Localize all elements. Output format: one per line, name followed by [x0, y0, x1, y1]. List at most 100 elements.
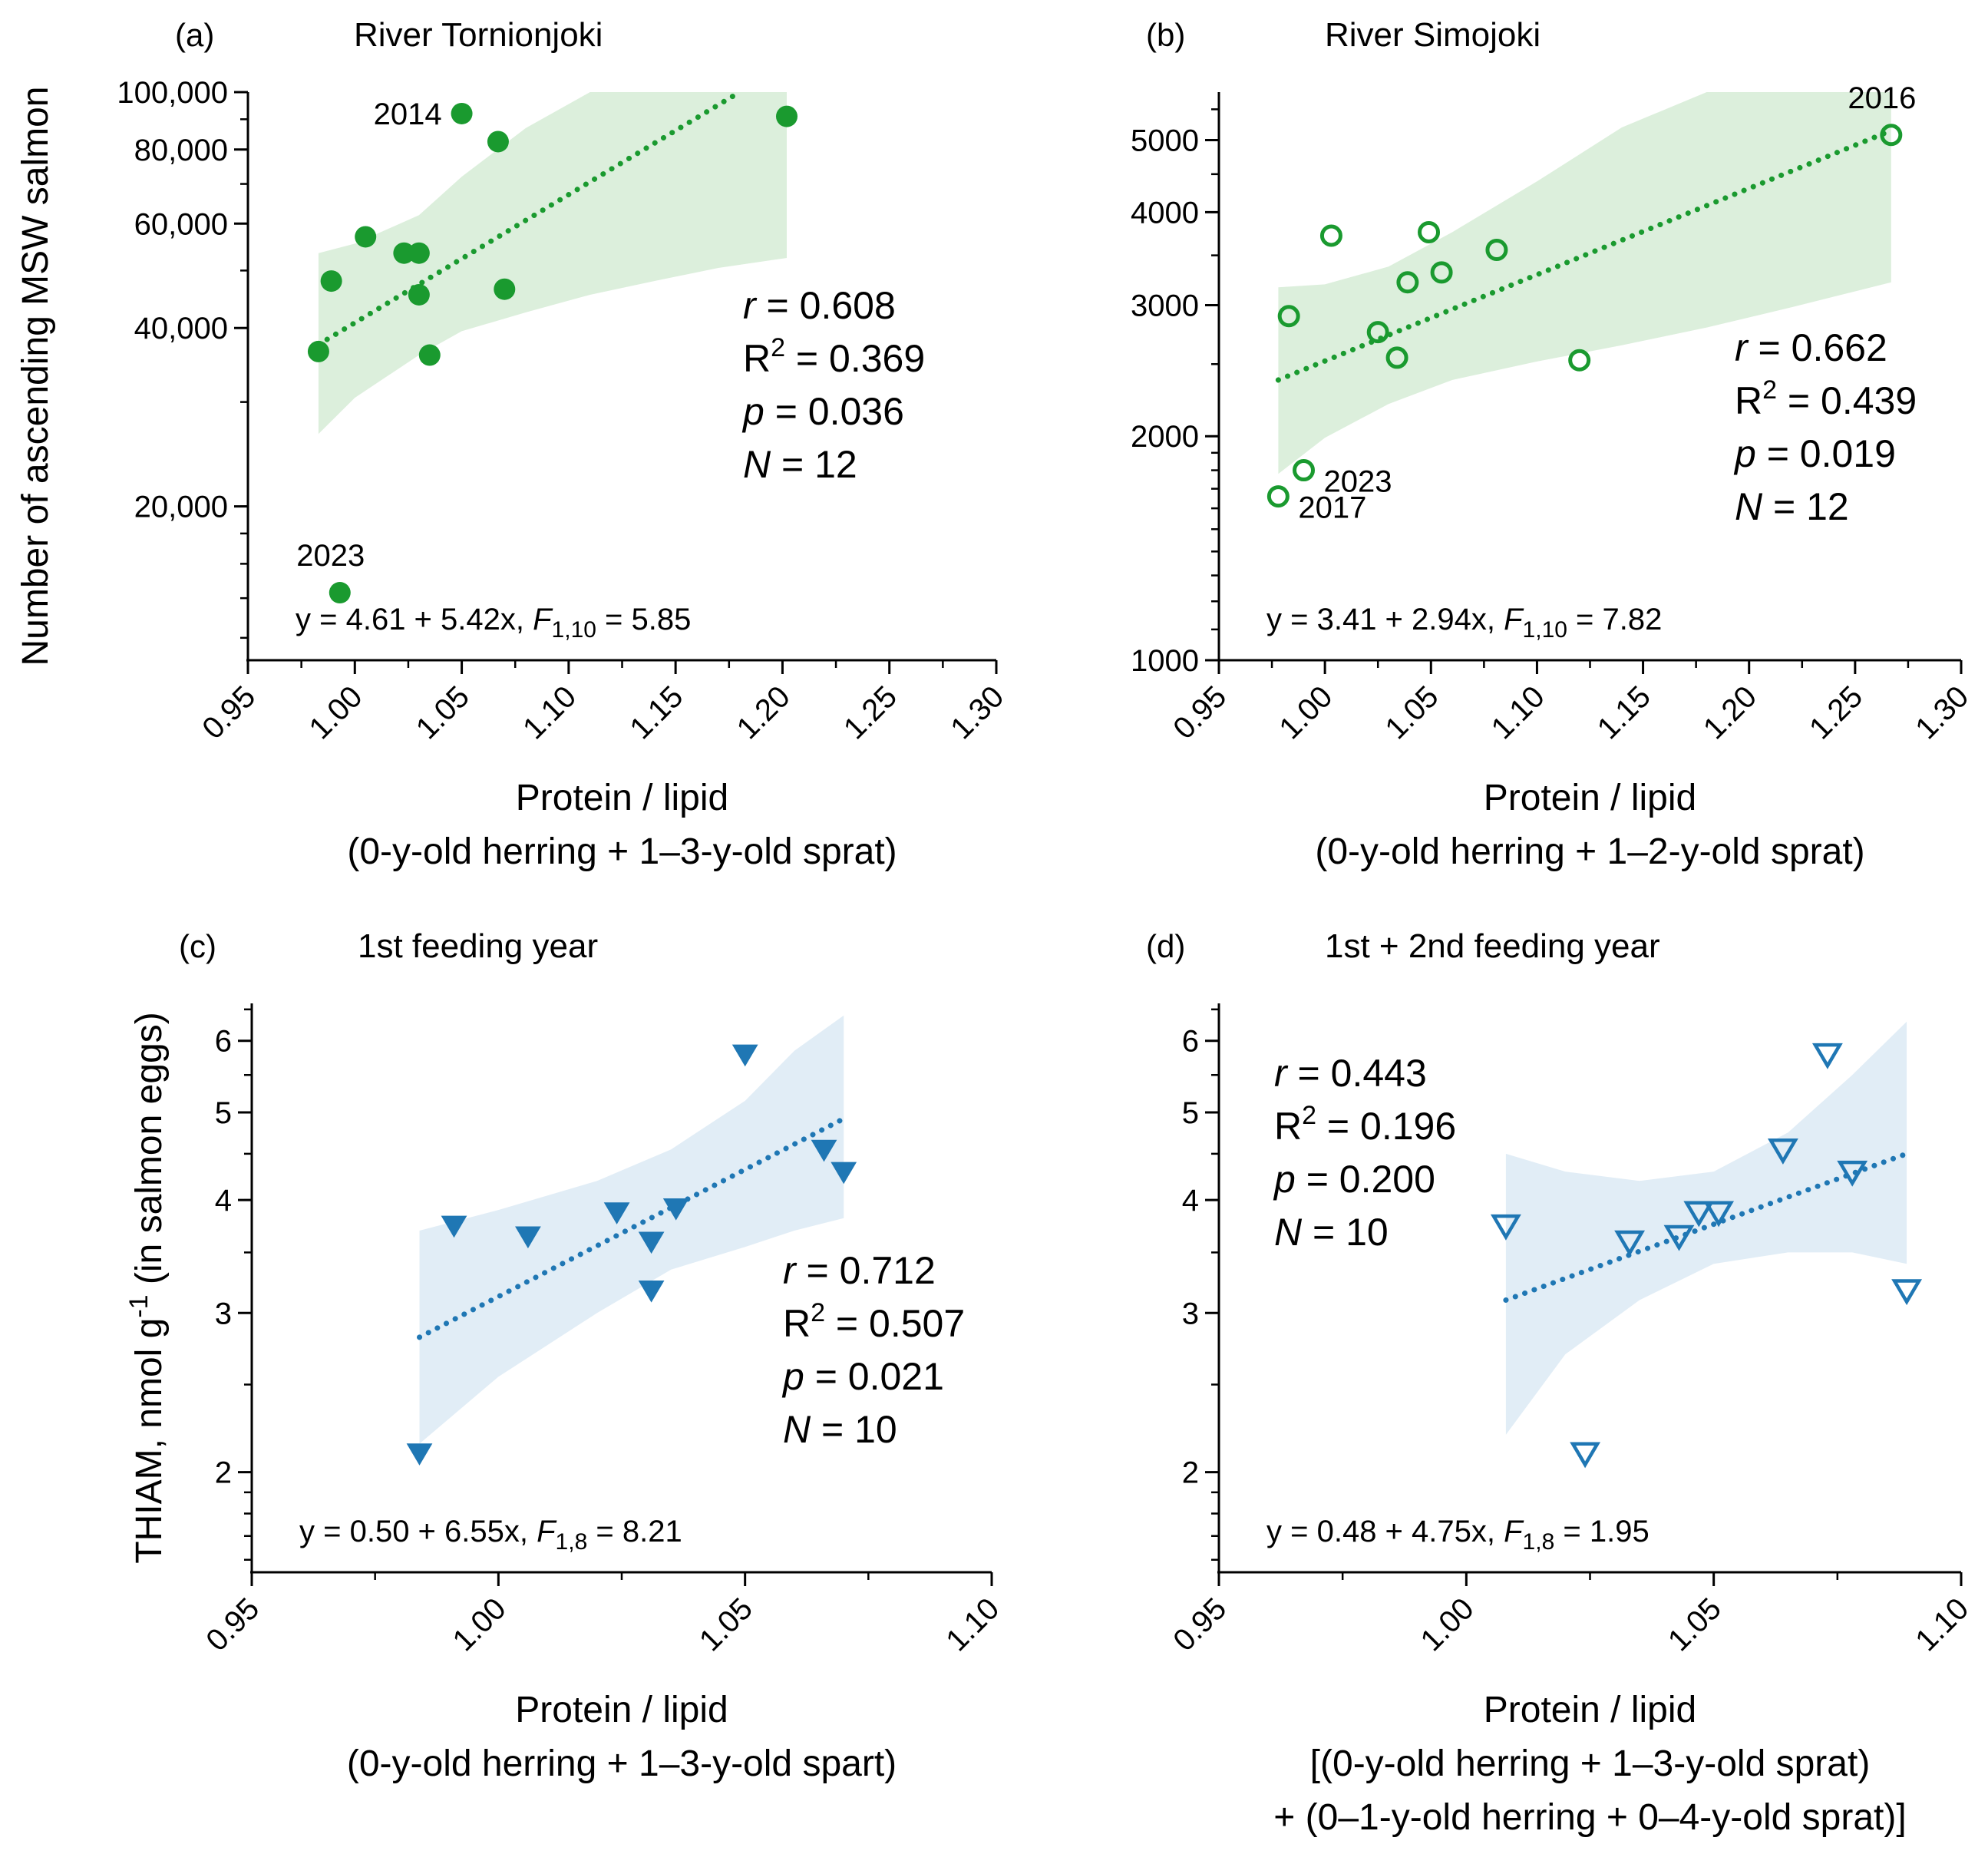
regression-equation: y = 0.48 + 4.75x, F1,8 = 1.95	[1266, 1515, 1650, 1555]
panel-b: 1000 2000 3000 4000 5000 0.95 1.00 1.05 1.10 1.15…	[1131, 16, 1975, 872]
data-point	[1837, 1160, 1868, 1187]
data-point	[638, 1231, 665, 1254]
y-tick-label: 5	[1182, 1096, 1199, 1130]
y-tick-label: 60,000	[134, 207, 228, 241]
data-point	[393, 242, 415, 264]
x-tick-label: 1.25	[1803, 679, 1869, 745]
stat-p-value: p = 0.200	[1273, 1158, 1435, 1201]
data-point	[451, 102, 473, 124]
stat-p-value: p = 0.036	[741, 390, 904, 433]
x-tick-label: 1.00	[302, 679, 368, 745]
stat-r: r = 0.662	[1735, 326, 1887, 369]
stat-r-squared: R2 = 0.507	[783, 1298, 965, 1345]
data-point	[406, 1443, 433, 1466]
x-axis-title: Protein / lipid	[515, 1690, 728, 1730]
data-point	[307, 340, 329, 362]
y-tick-label: 3000	[1131, 289, 1199, 323]
x-tick-label: 1.15	[623, 679, 689, 745]
panel-letter: (d)	[1146, 928, 1185, 964]
point-year-label: 2017	[1298, 491, 1366, 525]
panel-letter: (a)	[175, 17, 214, 53]
regression-line	[315, 89, 743, 348]
x-tick-label: 1.20	[731, 679, 797, 745]
data-point	[1767, 1138, 1798, 1165]
y-tick-label: 4000	[1131, 196, 1199, 230]
panel-letter: (b)	[1146, 17, 1185, 53]
data-point	[408, 242, 430, 264]
stat-n: N = 12	[743, 443, 857, 486]
panel-title: River Tornionjoki	[354, 16, 603, 54]
y-axis-title: THIAM, nmol g-1 (in salmon eggs)	[124, 1012, 170, 1563]
x-tick-label: 1.10	[1909, 1591, 1975, 1657]
panel-letter: (c)	[179, 928, 216, 964]
y-tick-label: 4	[1182, 1184, 1199, 1218]
data-point	[355, 226, 377, 248]
confidence-band	[1278, 92, 1891, 474]
data-point	[418, 344, 441, 366]
stat-p-value: p = 0.019	[1733, 432, 1896, 475]
confidence-band	[419, 1015, 844, 1444]
x-tick-label: 0.95	[200, 1591, 266, 1657]
data-point	[1880, 124, 1903, 147]
y-tick-label: 100,000	[117, 76, 228, 110]
data-point	[329, 582, 351, 604]
regression-equation: y = 0.50 + 6.55x, F1,8 = 8.21	[299, 1515, 682, 1555]
x-tick-label: 1.10	[1485, 679, 1551, 745]
data-point	[776, 105, 798, 127]
y-axis-title: Number of ascending MSW salmon	[15, 87, 56, 666]
stat-r: r = 0.443	[1274, 1052, 1427, 1095]
data-point	[1568, 349, 1591, 372]
data-point	[1293, 459, 1316, 482]
y-tick-label: 80,000	[134, 134, 228, 167]
x-axis-title: (0-y-old herring + 1–3-y-old sprat)	[347, 831, 897, 872]
stat-r-squared: R2 = 0.439	[1735, 375, 1917, 422]
regression-equation: y = 4.61 + 5.42x, F1,10 = 5.85	[296, 603, 691, 643]
y-tick-label: 2000	[1131, 420, 1199, 454]
panel-c: 2 3 4 5 6 0.95 1.00 1.05 1.10 (c) 1st feeding year…	[124, 927, 1006, 1784]
data-point	[1396, 271, 1419, 294]
data-point	[1319, 224, 1342, 247]
y-tick-label: 5000	[1131, 124, 1199, 157]
panel-title: 1st feeding year	[358, 927, 598, 965]
x-axis-title: (0-y-old herring + 1–2-y-old sprat)	[1315, 831, 1864, 872]
data-point	[1703, 1201, 1735, 1228]
y-tick-label: 3	[215, 1297, 232, 1330]
panel-title: River Simojoki	[1325, 16, 1541, 54]
data-point	[811, 1139, 837, 1162]
stat-r: r = 0.712	[783, 1249, 936, 1292]
data-point	[1418, 220, 1441, 243]
y-tick-label: 3	[1182, 1297, 1199, 1330]
x-axis-title: (0-y-old herring + 1–3-y-old spart)	[347, 1743, 897, 1784]
regression-line	[1503, 1151, 1910, 1303]
point-year-label: 2023	[1324, 465, 1392, 499]
x-tick-label: 1.30	[944, 679, 1010, 745]
x-axis-title: Protein / lipid	[1484, 1690, 1696, 1730]
x-tick-label: 1.05	[410, 679, 476, 745]
x-tick-label: 1.25	[837, 679, 903, 745]
data-point	[1277, 305, 1300, 328]
x-axis-title: Protein / lipid	[516, 778, 728, 818]
confidence-band	[318, 92, 787, 435]
data-point	[1385, 346, 1408, 369]
x-tick-label: 1.15	[1591, 679, 1657, 745]
x-tick-label: 1.20	[1697, 679, 1763, 745]
data-point	[320, 270, 342, 292]
y-tick-label: 2	[215, 1456, 232, 1490]
data-point	[731, 1044, 758, 1067]
y-tick-label: 1000	[1131, 644, 1199, 678]
data-point	[1366, 321, 1389, 344]
panel-a: 20,000 40,000 60,000 80,000 100,000 0.95 1.00 1…	[15, 16, 1010, 872]
x-tick-label: 1.10	[517, 679, 583, 745]
x-tick-label: 1.10	[940, 1591, 1006, 1657]
data-point	[1485, 238, 1508, 261]
x-axis-title: Protein / lipid	[1484, 778, 1696, 818]
stat-n: N = 12	[1735, 485, 1849, 528]
data-point	[1683, 1201, 1715, 1228]
data-point	[408, 283, 430, 306]
panel-title: 1st + 2nd feeding year	[1325, 927, 1660, 965]
x-tick-label: 0.95	[196, 679, 262, 745]
data-point	[1614, 1230, 1646, 1257]
data-point	[1266, 485, 1290, 508]
y-tick-label: 6	[1182, 1025, 1199, 1059]
